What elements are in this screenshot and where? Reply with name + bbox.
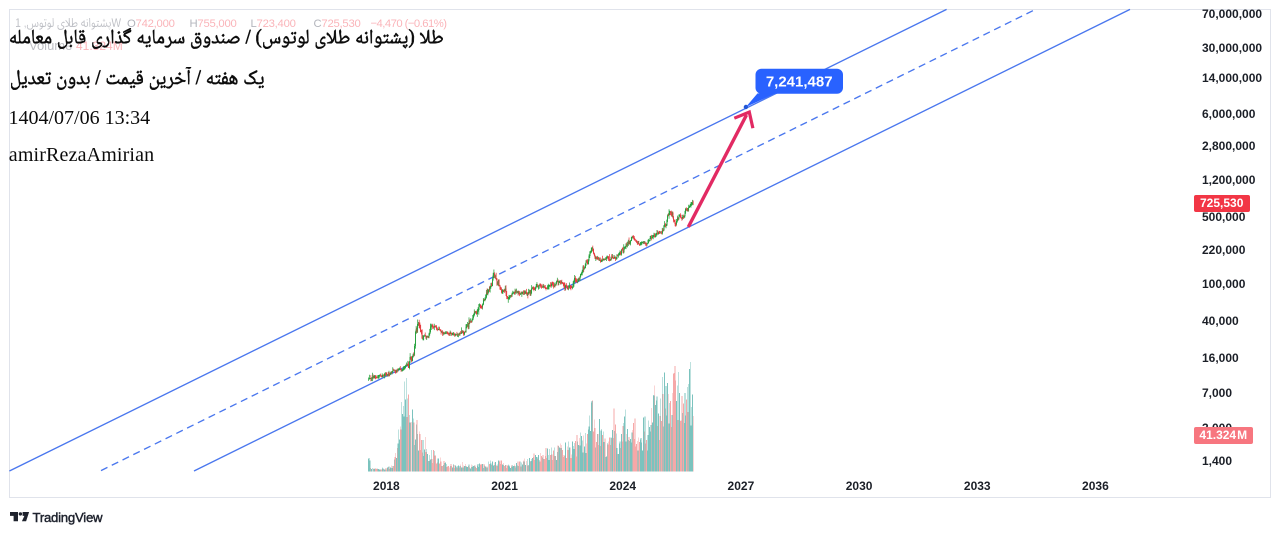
svg-text:7,241,487: 7,241,487 — [766, 74, 833, 91]
